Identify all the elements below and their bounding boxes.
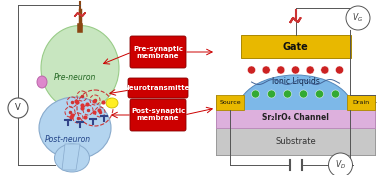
Circle shape	[321, 66, 329, 74]
Text: Substrate: Substrate	[275, 137, 316, 146]
Text: V: V	[15, 103, 21, 113]
Circle shape	[336, 66, 344, 74]
Bar	[240, 35, 350, 58]
Bar	[216, 95, 244, 110]
Text: Ionic Liquids: Ionic Liquids	[271, 78, 319, 86]
Circle shape	[248, 66, 256, 74]
Bar	[347, 95, 375, 110]
Circle shape	[316, 90, 324, 98]
Text: Gate: Gate	[283, 41, 308, 51]
Circle shape	[277, 66, 285, 74]
Ellipse shape	[41, 26, 119, 110]
Text: $V_D$: $V_D$	[335, 159, 346, 171]
Text: Drain: Drain	[352, 100, 370, 105]
FancyBboxPatch shape	[128, 78, 188, 98]
Text: $V_G$: $V_G$	[352, 12, 364, 24]
Circle shape	[251, 90, 260, 98]
Text: Pre-neuron: Pre-neuron	[54, 74, 96, 82]
Bar	[216, 108, 375, 128]
Ellipse shape	[106, 98, 118, 108]
FancyBboxPatch shape	[130, 36, 186, 68]
Circle shape	[262, 66, 270, 74]
Circle shape	[291, 66, 299, 74]
Circle shape	[328, 153, 353, 175]
Circle shape	[346, 6, 370, 30]
FancyBboxPatch shape	[130, 99, 186, 131]
Text: Sr₂IrO₄ Channel: Sr₂IrO₄ Channel	[262, 114, 329, 122]
Text: Post-synaptic
membrane: Post-synaptic membrane	[131, 108, 185, 121]
Polygon shape	[62, 144, 80, 170]
Ellipse shape	[37, 76, 47, 88]
Ellipse shape	[39, 97, 111, 159]
Ellipse shape	[54, 144, 90, 172]
Circle shape	[299, 90, 307, 98]
Circle shape	[284, 90, 291, 98]
Bar	[216, 128, 375, 155]
Circle shape	[306, 66, 314, 74]
Ellipse shape	[238, 75, 353, 145]
Circle shape	[332, 90, 339, 98]
Text: Source: Source	[219, 100, 241, 105]
Circle shape	[8, 98, 28, 118]
Circle shape	[268, 90, 276, 98]
Text: Pre-synaptic
membrane: Pre-synaptic membrane	[133, 46, 183, 58]
Text: Post-neuron: Post-neuron	[45, 135, 91, 145]
Text: Neurotransmitter: Neurotransmitter	[123, 85, 193, 91]
